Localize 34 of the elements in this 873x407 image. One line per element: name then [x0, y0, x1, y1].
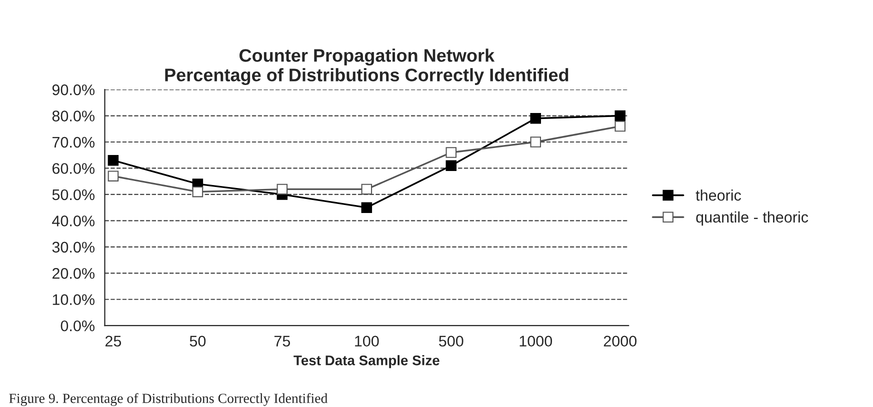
y-tick-label: 40.0%: [52, 216, 94, 226]
legend-label: quantile - theoric: [696, 211, 808, 226]
x-tick-label: 100: [355, 336, 379, 347]
y-tick-label: 20.0%: [52, 268, 94, 279]
legend-label: theoric: [696, 190, 742, 201]
y-tick-label: 50.0%: [52, 189, 94, 200]
y-tick-label: 80.0%: [52, 110, 94, 122]
point: [446, 147, 457, 158]
point: [446, 160, 457, 171]
point: [108, 170, 119, 182]
point: [614, 120, 626, 132]
point: [361, 184, 372, 195]
point: [530, 136, 542, 148]
y-tick-label: 70.0%: [52, 136, 94, 148]
x-tick-label: 25: [105, 336, 122, 347]
chart-title: Counter Propagation Network Percentage of Distributions Correctly Identified: [165, 48, 568, 86]
point: [108, 154, 119, 166]
point: [530, 113, 542, 124]
x-tick-label: 50: [190, 336, 206, 347]
y-tick-label: 90.0%: [52, 84, 94, 96]
x-tick-label: 500: [439, 336, 464, 347]
y-tick-label: 60.0%: [52, 163, 94, 174]
y-tick-label: 10.0%: [52, 294, 94, 306]
y-tick-label: 30.0%: [52, 242, 94, 253]
x-tick-label: 1000: [520, 336, 552, 347]
point: [192, 186, 204, 198]
y-tick-label: 0.0%: [60, 320, 94, 332]
point: [361, 202, 372, 213]
point: [276, 184, 288, 195]
x-tick-label: 2000: [604, 336, 637, 347]
point: [614, 110, 626, 122]
x-axis-title: Test Data Sample Size: [294, 355, 440, 368]
caption: Figure 9. Percentage of Distributions Correctly Identified: [9, 393, 328, 406]
x-tick-label: 75: [274, 336, 290, 347]
